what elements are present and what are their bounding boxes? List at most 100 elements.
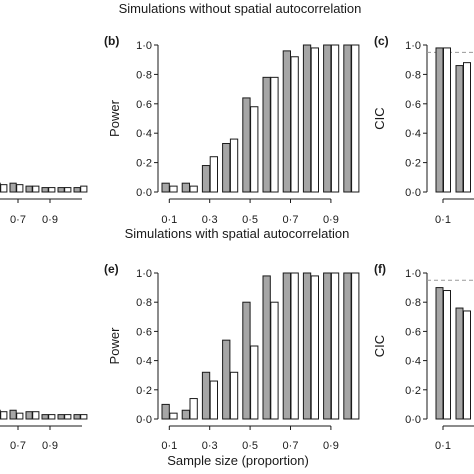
b-y-label: Power bbox=[107, 99, 122, 137]
b-bar-white bbox=[290, 56, 299, 193]
e-ytick-label: 0·4 bbox=[136, 356, 152, 368]
e-bar-grey bbox=[161, 403, 170, 420]
c-partial-xtick-label: 0·1 bbox=[435, 214, 451, 226]
b-bar-grey bbox=[343, 44, 352, 193]
e-bar-grey bbox=[343, 272, 352, 420]
e-panel-label: (e) bbox=[104, 262, 119, 276]
e-bar-white bbox=[290, 272, 299, 420]
e-xtick-label: 0·9 bbox=[323, 440, 339, 452]
f-partial-ytick-label: 0·2 bbox=[405, 385, 421, 397]
a-partial-bar-grey bbox=[73, 187, 81, 193]
d-partial-xtick-label: 0·7 bbox=[10, 440, 26, 452]
c-partial-bar-grey bbox=[455, 65, 464, 193]
f-partial-ytick-label: 0·4 bbox=[405, 356, 421, 368]
a-partial-bar-white bbox=[32, 185, 40, 193]
f-partial-bar-white bbox=[443, 290, 451, 420]
a-partial-bar-grey bbox=[57, 187, 65, 193]
e-bar-grey bbox=[282, 272, 292, 420]
a-partial-bar-white bbox=[64, 187, 72, 193]
b-bar-white bbox=[169, 185, 178, 193]
b-bar-grey bbox=[323, 44, 332, 193]
c-partial-ytick-label: 1·0 bbox=[405, 40, 421, 52]
d-partial-bar-grey bbox=[9, 409, 17, 420]
c-partial-bar-white bbox=[443, 47, 451, 193]
c-partial-panel-label: (c) bbox=[374, 34, 389, 48]
b-bar-grey bbox=[262, 76, 271, 193]
e-bar-grey bbox=[302, 272, 312, 420]
x-axis-label: Sample size (proportion) bbox=[167, 453, 309, 468]
c-partial-ytick-label: 0·8 bbox=[405, 69, 421, 81]
e-bar-grey bbox=[323, 272, 332, 420]
e-ytick-label: 0·0 bbox=[136, 414, 152, 426]
b-ytick-label: 0·6 bbox=[136, 99, 152, 111]
e-bar-grey bbox=[201, 371, 211, 420]
e-xtick-label: 0·3 bbox=[202, 440, 218, 452]
a-partial-xtick-label: 0·7 bbox=[10, 214, 26, 226]
a-partial-bar-white bbox=[48, 187, 56, 193]
b-bar-grey bbox=[282, 50, 292, 193]
a-partial-bar-grey bbox=[41, 187, 49, 193]
b-ytick-label: 0·4 bbox=[136, 128, 152, 140]
c-partial-ytick-label: 0·4 bbox=[405, 128, 421, 140]
e-bar-grey bbox=[262, 275, 271, 420]
e-ytick-label: 0·8 bbox=[136, 297, 152, 309]
d-partial-bar-grey bbox=[57, 414, 65, 420]
c-partial-bar-grey bbox=[435, 47, 444, 193]
b-bar-grey bbox=[181, 182, 190, 193]
top-title: Simulations without spatial autocorrelat… bbox=[119, 1, 362, 16]
b-bar-white bbox=[209, 156, 218, 193]
b-xtick-label: 0·1 bbox=[161, 214, 177, 226]
e-xtick-label: 0·7 bbox=[283, 440, 299, 452]
b-bar-white bbox=[229, 138, 239, 193]
f-partial-ytick-label: 0·6 bbox=[405, 326, 421, 338]
a-partial-xtick-label: 0·9 bbox=[42, 214, 58, 226]
d-partial-bar-grey bbox=[41, 414, 49, 420]
f-partial-ytick-label: 1·0 bbox=[405, 268, 421, 280]
e-bar-white bbox=[169, 412, 178, 420]
b-panel-label: (b) bbox=[104, 34, 119, 48]
b-ytick-label: 0·0 bbox=[136, 187, 152, 199]
d-partial-bar-white bbox=[32, 411, 40, 420]
f-partial-ytick-label: 0·0 bbox=[405, 414, 421, 426]
c-partial-ytick-label: 0·6 bbox=[405, 99, 421, 111]
d-partial-bar-white bbox=[64, 414, 72, 420]
f-partial-bar-grey bbox=[435, 287, 444, 420]
b-bar-grey bbox=[222, 142, 231, 193]
a-partial-bar-white bbox=[80, 185, 88, 193]
b-xtick-label: 0·9 bbox=[323, 214, 339, 226]
e-bar-white bbox=[229, 371, 239, 420]
d-partial-bar-white bbox=[0, 411, 8, 420]
c-partial-ytick-label: 0·0 bbox=[405, 187, 421, 199]
e-bar-white bbox=[310, 275, 320, 420]
e-ytick-label: 0·6 bbox=[136, 326, 152, 338]
f-partial-ytick-label: 0·8 bbox=[405, 297, 421, 309]
d-partial-bar-grey bbox=[73, 414, 81, 420]
d-partial-bar-white bbox=[48, 414, 56, 420]
e-bar-white bbox=[189, 398, 198, 420]
b-bar-white bbox=[270, 76, 279, 193]
d-partial-bar-white bbox=[80, 414, 88, 420]
e-bar-white bbox=[270, 301, 279, 420]
b-bar-white bbox=[310, 47, 320, 193]
b-bar-white bbox=[351, 44, 360, 193]
e-bar-grey bbox=[242, 301, 251, 420]
e-bar-white bbox=[330, 272, 340, 420]
d-partial-xtick-label: 0·9 bbox=[42, 440, 58, 452]
c-partial-bar-white bbox=[463, 62, 471, 193]
b-ytick-label: 0·2 bbox=[136, 158, 152, 170]
b-ytick-label: 0·8 bbox=[136, 69, 152, 81]
b-xtick-label: 0·7 bbox=[283, 214, 299, 226]
b-bar-grey bbox=[161, 182, 170, 193]
b-xtick-label: 0·5 bbox=[242, 214, 258, 226]
e-xtick-label: 0·1 bbox=[161, 440, 177, 452]
e-bar-white bbox=[250, 345, 259, 420]
c-partial-y-label: CIC bbox=[372, 107, 387, 129]
f-partial-xtick-label: 0·1 bbox=[435, 440, 451, 452]
a-partial-bar-white bbox=[16, 184, 24, 193]
b-xtick-label: 0·3 bbox=[202, 214, 218, 226]
a-partial-bar-white bbox=[0, 184, 8, 193]
e-y-label: Power bbox=[107, 327, 122, 365]
f-partial-panel-label: (f) bbox=[374, 262, 386, 276]
a-partial-bar-grey bbox=[25, 185, 33, 193]
